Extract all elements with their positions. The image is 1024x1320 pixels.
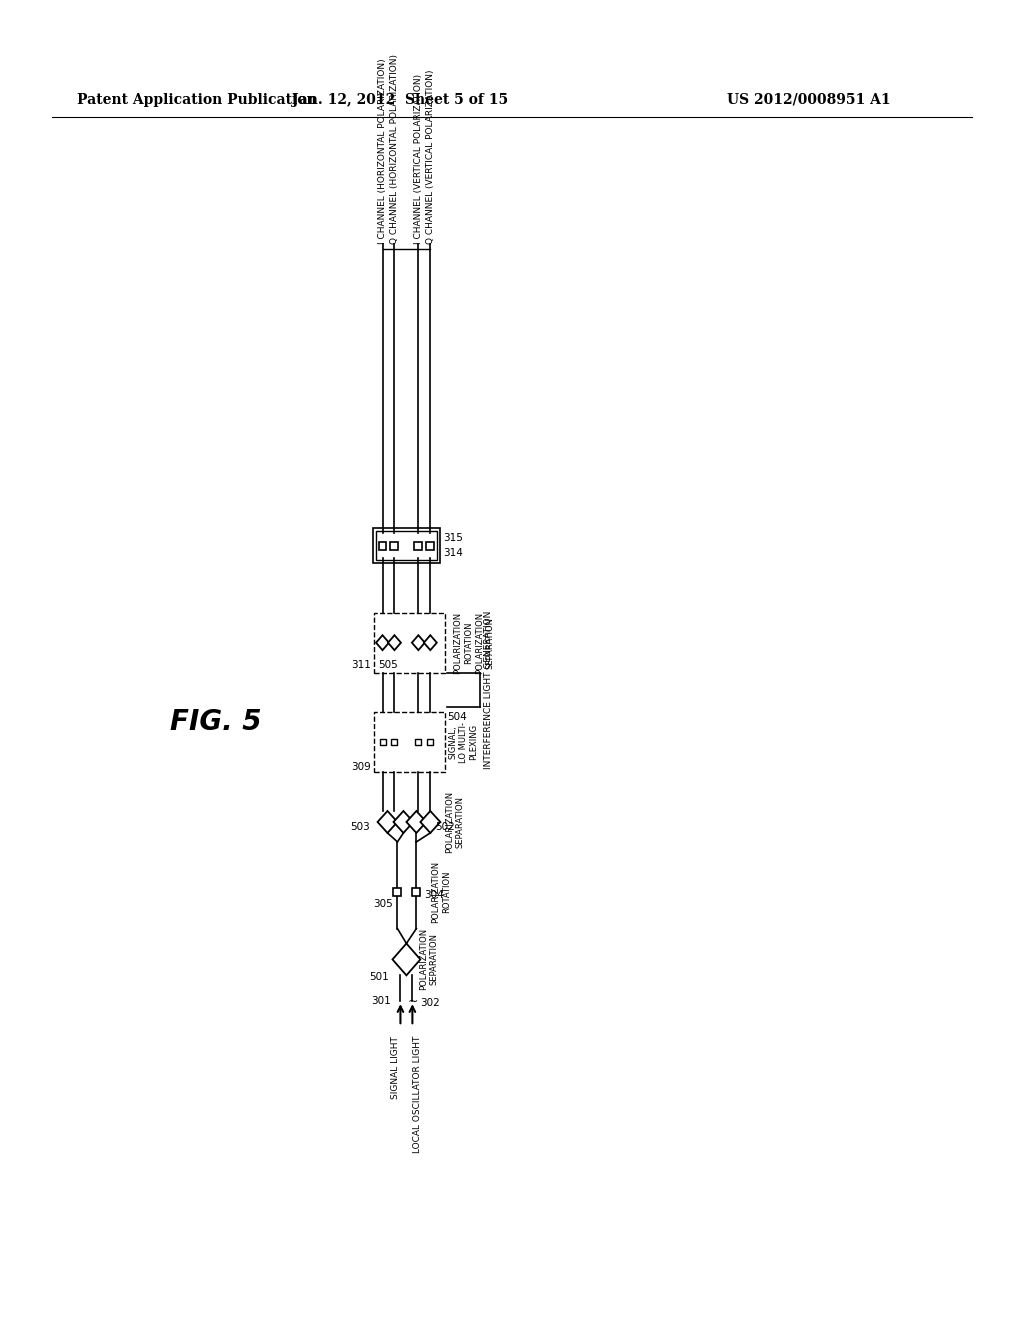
Text: POLARIZATION
ROTATION: POLARIZATION ROTATION <box>431 861 451 923</box>
Text: 305: 305 <box>373 899 392 908</box>
Bar <box>393 888 401 896</box>
Text: 503: 503 <box>350 822 370 832</box>
Polygon shape <box>378 810 397 833</box>
Bar <box>376 531 437 560</box>
Polygon shape <box>392 944 421 975</box>
Polygon shape <box>424 635 437 651</box>
Text: I CHANNEL (HORIZONTAL POLARIZATION): I CHANNEL (HORIZONTAL POLARIZATION) <box>378 58 387 244</box>
Polygon shape <box>407 810 426 833</box>
Text: Patent Application Publication: Patent Application Publication <box>77 92 316 107</box>
Text: 304: 304 <box>424 890 444 900</box>
Polygon shape <box>412 635 425 651</box>
Text: 301: 301 <box>371 997 390 1006</box>
Bar <box>416 739 421 746</box>
Text: 302: 302 <box>421 998 440 1008</box>
Polygon shape <box>421 810 440 833</box>
Bar <box>426 541 434 549</box>
Text: 504: 504 <box>447 713 467 722</box>
Text: POLARIZATION
ROTATION: POLARIZATION ROTATION <box>454 611 473 673</box>
Polygon shape <box>388 635 401 651</box>
Text: 311: 311 <box>350 660 371 669</box>
Polygon shape <box>393 810 414 833</box>
Text: 315: 315 <box>443 533 463 543</box>
Text: US 2012/0008951 A1: US 2012/0008951 A1 <box>727 92 891 107</box>
Text: 505: 505 <box>379 660 398 669</box>
Text: 314: 314 <box>443 548 463 558</box>
Bar <box>379 541 386 549</box>
Text: SIGNAL,
LO MULTI-
PLEXING: SIGNAL, LO MULTI- PLEXING <box>449 722 478 763</box>
Polygon shape <box>376 635 389 651</box>
Bar <box>415 541 422 549</box>
Text: I CHANNEL (VERTICAL POLARIZATION): I CHANNEL (VERTICAL POLARIZATION) <box>414 74 423 244</box>
Bar <box>427 739 433 746</box>
Bar <box>373 528 440 564</box>
Text: FIG. 5: FIG. 5 <box>170 709 262 737</box>
Bar <box>413 888 421 896</box>
Text: POLARIZATION
SEPARATION: POLARIZATION SEPARATION <box>419 928 438 990</box>
Text: Jan. 12, 2012  Sheet 5 of 15: Jan. 12, 2012 Sheet 5 of 15 <box>293 92 509 107</box>
Text: SIGNAL LIGHT: SIGNAL LIGHT <box>391 1036 400 1100</box>
Text: 309: 309 <box>351 762 371 772</box>
Text: INTERFERENCE LIGHT GENERATION: INTERFERENCE LIGHT GENERATION <box>483 611 493 770</box>
Text: 501: 501 <box>369 973 388 982</box>
Text: LOCAL OSCILLATOR LIGHT: LOCAL OSCILLATOR LIGHT <box>413 1036 422 1154</box>
Text: Q CHANNEL (HORIZONTAL POLARIZATION): Q CHANNEL (HORIZONTAL POLARIZATION) <box>390 54 399 244</box>
Text: POLARIZATION
SEPARATION: POLARIZATION SEPARATION <box>475 611 495 673</box>
Text: 502: 502 <box>435 822 455 832</box>
Bar <box>380 739 385 746</box>
Text: ~: ~ <box>408 995 418 1007</box>
Text: POLARIZATION
SEPARATION: POLARIZATION SEPARATION <box>445 791 465 853</box>
Bar <box>390 541 398 549</box>
Text: Q CHANNEL (VERTICAL POLARIZATION): Q CHANNEL (VERTICAL POLARIZATION) <box>426 70 435 244</box>
Bar <box>391 739 397 746</box>
